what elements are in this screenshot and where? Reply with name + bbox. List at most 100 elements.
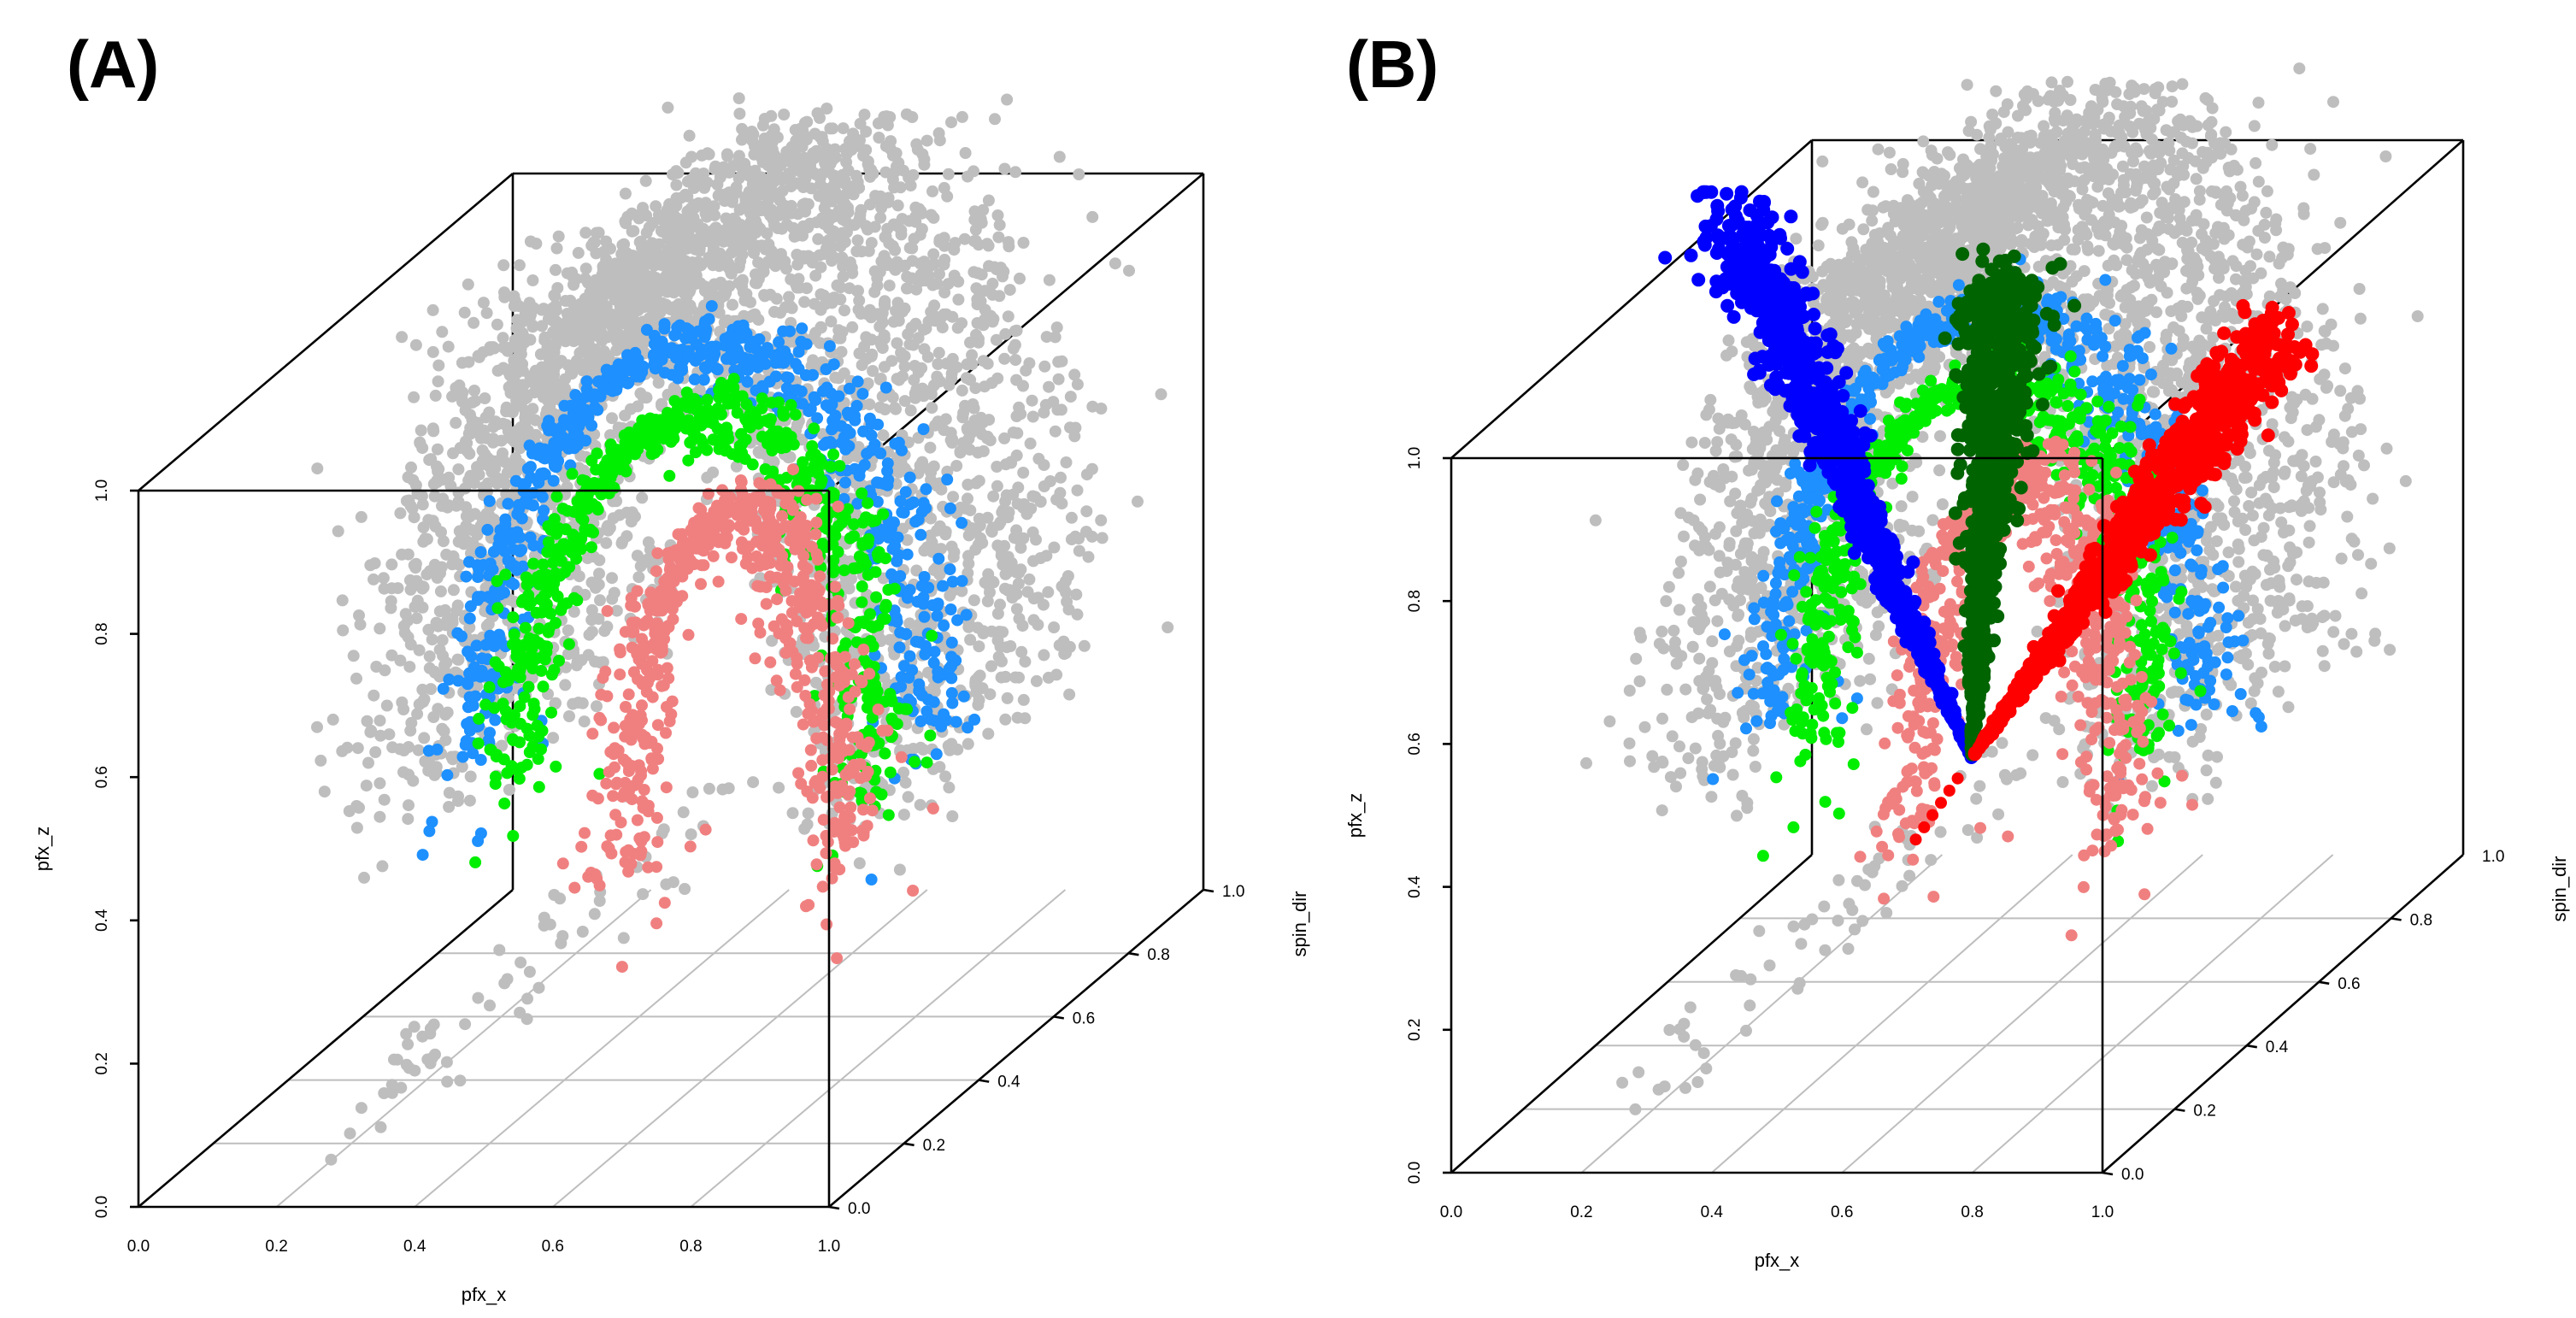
data-point [394,507,407,520]
data-point [741,375,754,388]
data-point [961,358,973,371]
data-point [462,701,474,714]
data-point [952,293,965,306]
data-point [823,340,836,352]
data-point [965,427,977,439]
data-point [599,469,612,482]
data-point [567,271,579,283]
data-point [941,474,954,485]
data-point [534,362,547,375]
data-point [917,423,930,436]
data-point [892,156,905,169]
data-point [606,592,619,605]
data-point [851,234,864,247]
data-point [780,262,792,275]
data-point [423,650,436,662]
data-point [949,237,962,250]
data-point [856,538,869,551]
data-point [579,227,592,239]
data-point [468,316,480,329]
data-point [872,418,885,431]
data-point [650,431,663,444]
data-point [616,332,629,344]
data-point [763,173,776,185]
data-point [981,595,994,608]
data-point [450,604,463,617]
data-point [853,550,866,562]
data-point [800,338,813,350]
data-point [836,516,849,529]
data-point [416,849,429,862]
data-point [616,306,629,319]
data-point [431,460,443,473]
data-point [1001,691,1014,704]
data-point [620,260,633,273]
data-point [610,344,623,356]
data-point [1009,338,1021,351]
data-point [443,674,456,685]
data-point [821,147,834,160]
data-point [705,300,718,313]
data-point [429,389,442,402]
data-point [1053,150,1066,163]
data-point [1012,481,1025,494]
data-point [514,671,526,684]
data-point [977,355,990,368]
data-point [1062,603,1075,616]
data-point [817,731,830,744]
data-point [1000,489,1013,502]
data-point [405,461,417,474]
data-point [1027,555,1039,568]
data-point [844,427,856,439]
data-point [881,119,894,132]
data-point [877,429,890,442]
data-point [822,222,835,235]
data-point [479,698,492,711]
data-point [774,171,787,184]
data-point [969,382,982,395]
data-point [547,474,560,487]
data-point [536,491,549,503]
data-point [924,441,937,454]
data-point [656,225,668,238]
data-point [520,1013,533,1026]
data-point [809,327,822,339]
data-point [572,246,585,259]
data-point [1052,373,1065,385]
data-point [436,326,449,338]
data-point [463,794,476,807]
data-point [545,706,557,719]
data-point [807,834,820,847]
data-point [853,857,866,869]
data-point [542,393,555,405]
data-point [373,622,386,635]
data-point [311,462,324,475]
data-point [766,634,779,647]
data-point [562,504,574,517]
data-point [780,371,793,384]
data-point [499,518,512,531]
data-point [994,640,1007,653]
data-point [1013,612,1026,625]
data-point [943,379,956,391]
data-point [756,119,769,132]
data-point [888,516,900,529]
data-point [336,594,349,607]
data-point [553,655,565,667]
data-point [918,610,931,623]
data-point [915,715,927,727]
data-point [631,585,644,597]
data-point [385,649,398,662]
data-point [1007,427,1020,438]
data-point [716,783,729,796]
data-point [427,1018,440,1031]
data-point [968,415,981,427]
data-point [474,546,487,558]
data-point [726,298,738,311]
data-point [1068,368,1081,381]
data-point [1026,410,1039,423]
data-point [912,366,925,379]
data-point [386,741,399,754]
data-point [601,604,614,617]
data-point [778,109,791,121]
